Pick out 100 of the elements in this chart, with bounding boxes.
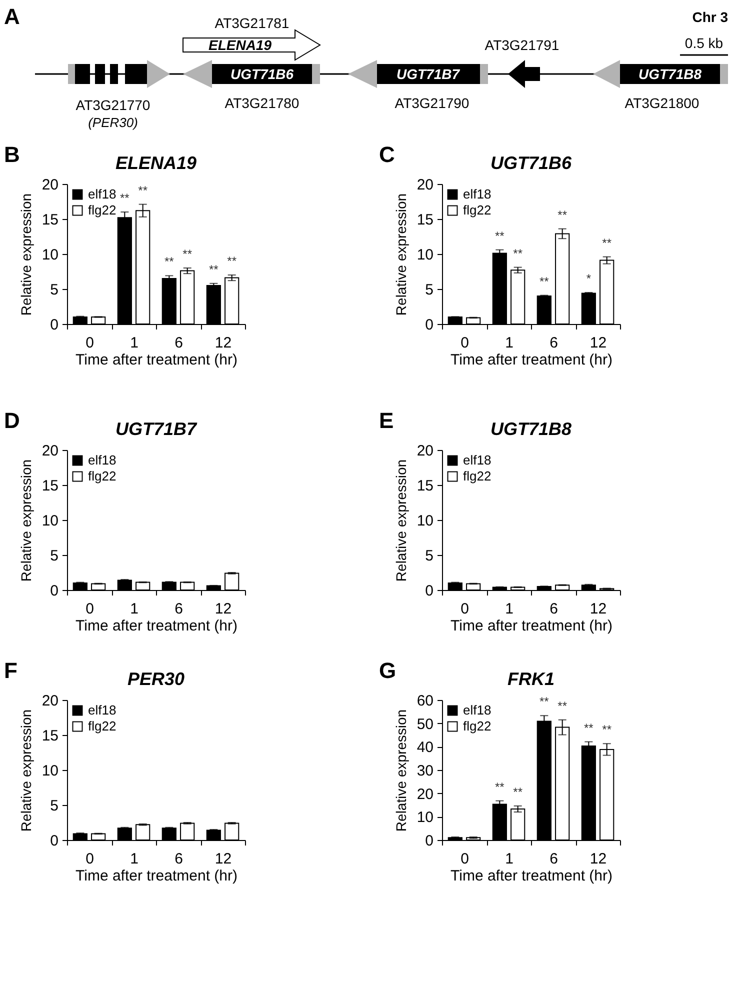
y-tick-label: 15 bbox=[42, 212, 58, 228]
annotation: ** bbox=[602, 236, 612, 250]
y-tick-label: 5 bbox=[50, 548, 58, 564]
x-axis-title: Time after treatment (hr) bbox=[76, 868, 238, 884]
x-axis-title: Time after treatment (hr) bbox=[450, 868, 612, 884]
y-tick-label: 0 bbox=[50, 316, 58, 334]
text: UGT71B7 bbox=[396, 66, 461, 82]
chart-title: UGT71B7 bbox=[115, 419, 198, 439]
annotation: ** bbox=[558, 698, 568, 713]
y-tick-label: 20 bbox=[42, 176, 58, 194]
text: E bbox=[379, 408, 394, 434]
chart-title: PER30 bbox=[127, 669, 185, 689]
chart-title: FRK1 bbox=[507, 669, 555, 689]
x-tick-label: 6 bbox=[550, 600, 558, 618]
y-tick-label: 20 bbox=[416, 442, 434, 460]
y-axis-title: Relative expression bbox=[18, 709, 34, 832]
x-tick-label: 12 bbox=[214, 334, 232, 352]
y-tick-label: 15 bbox=[42, 728, 58, 744]
x-tick-label: 0 bbox=[460, 334, 469, 352]
text: UGT71B6 bbox=[230, 66, 294, 82]
x-tick-label: 1 bbox=[130, 600, 138, 618]
y-tick-label: 10 bbox=[416, 809, 434, 826]
text: ELENA19 bbox=[208, 37, 272, 53]
y-tick-label: 40 bbox=[416, 739, 434, 756]
y-tick-label: 5 bbox=[50, 282, 58, 298]
legend-label: elf18 bbox=[463, 702, 492, 718]
y-tick-label: 10 bbox=[42, 512, 58, 530]
annotation: ** bbox=[494, 780, 505, 794]
y-tick-label: 0 bbox=[50, 582, 58, 600]
chart-title: ELENA19 bbox=[115, 153, 197, 173]
y-tick-label: 60 bbox=[416, 692, 434, 710]
text: AT3G21780 bbox=[224, 95, 300, 111]
text: B bbox=[4, 142, 20, 168]
annotation: ** bbox=[138, 183, 148, 198]
y-tick-label: 5 bbox=[425, 548, 434, 564]
y-tick-label: 0 bbox=[425, 582, 434, 600]
annotation: ** bbox=[513, 784, 523, 799]
y-axis-title: Relative expression bbox=[392, 193, 409, 316]
text: UGT71B8 bbox=[638, 66, 702, 82]
x-tick-label: 0 bbox=[460, 850, 469, 868]
y-tick-label: 0 bbox=[425, 316, 434, 334]
y-tick-label: 50 bbox=[416, 716, 434, 733]
x-tick-label: 1 bbox=[130, 334, 138, 352]
x-tick-label: 6 bbox=[550, 850, 558, 868]
x-tick-label: 0 bbox=[86, 334, 94, 352]
text: F bbox=[4, 658, 18, 684]
text: AT3G21790 bbox=[394, 95, 470, 111]
x-tick-label: 1 bbox=[130, 850, 138, 868]
annotation: ** bbox=[584, 720, 594, 735]
x-tick-label: 1 bbox=[505, 334, 514, 352]
x-axis-title: Time after treatment (hr) bbox=[450, 618, 612, 634]
text: A bbox=[4, 4, 20, 29]
x-tick-label: 6 bbox=[174, 600, 183, 618]
legend-label: flg22 bbox=[88, 718, 116, 734]
x-tick-label: 12 bbox=[214, 600, 232, 618]
y-tick-label: 5 bbox=[425, 282, 434, 298]
legend-label: elf18 bbox=[463, 186, 492, 202]
text: G bbox=[379, 658, 396, 684]
legend-label: elf18 bbox=[88, 452, 116, 468]
y-tick-label: 20 bbox=[42, 442, 58, 460]
y-tick-label: 20 bbox=[416, 176, 434, 194]
y-axis-title: Relative expression bbox=[18, 459, 34, 582]
legend-label: flg22 bbox=[463, 202, 492, 218]
annotation: ** bbox=[182, 247, 192, 261]
legend-label: elf18 bbox=[88, 702, 116, 718]
annotation: ** bbox=[208, 262, 219, 276]
x-tick-label: 1 bbox=[505, 850, 514, 868]
x-tick-label: 0 bbox=[460, 600, 469, 618]
legend-label: elf18 bbox=[463, 452, 492, 468]
x-tick-label: 12 bbox=[590, 600, 607, 618]
text: AT3G21800 bbox=[624, 95, 700, 111]
y-tick-label: 15 bbox=[416, 478, 434, 494]
text: Chr 3 bbox=[692, 9, 728, 25]
text: D bbox=[4, 408, 20, 434]
text: AT3G21781 bbox=[214, 15, 290, 31]
annotation: ** bbox=[558, 208, 568, 222]
text: C bbox=[379, 142, 395, 168]
chart-title: UGT71B8 bbox=[490, 419, 572, 439]
y-tick-label: 20 bbox=[42, 692, 58, 710]
y-tick-label: 10 bbox=[42, 246, 58, 264]
x-axis-title: Time after treatment (hr) bbox=[450, 352, 612, 368]
y-tick-label: 15 bbox=[42, 478, 58, 494]
x-tick-label: 12 bbox=[590, 850, 607, 868]
x-tick-label: 0 bbox=[86, 600, 94, 618]
x-tick-label: 6 bbox=[550, 334, 558, 352]
x-tick-label: 1 bbox=[505, 600, 514, 618]
x-axis-title: Time after treatment (hr) bbox=[76, 618, 238, 634]
x-tick-label: 12 bbox=[214, 850, 232, 868]
y-tick-label: 20 bbox=[416, 786, 434, 803]
y-tick-label: 0 bbox=[50, 832, 58, 850]
legend-label: elf18 bbox=[88, 186, 116, 202]
y-tick-label: 10 bbox=[416, 512, 434, 530]
annotation: ** bbox=[602, 722, 612, 737]
y-tick-label: 10 bbox=[416, 246, 434, 264]
annotation: * bbox=[586, 272, 592, 286]
annotation: ** bbox=[539, 274, 550, 288]
annotation: ** bbox=[494, 228, 505, 243]
text: 0.5 kb bbox=[684, 35, 724, 51]
y-tick-label: 0 bbox=[425, 832, 434, 850]
y-tick-label: 15 bbox=[416, 212, 434, 228]
